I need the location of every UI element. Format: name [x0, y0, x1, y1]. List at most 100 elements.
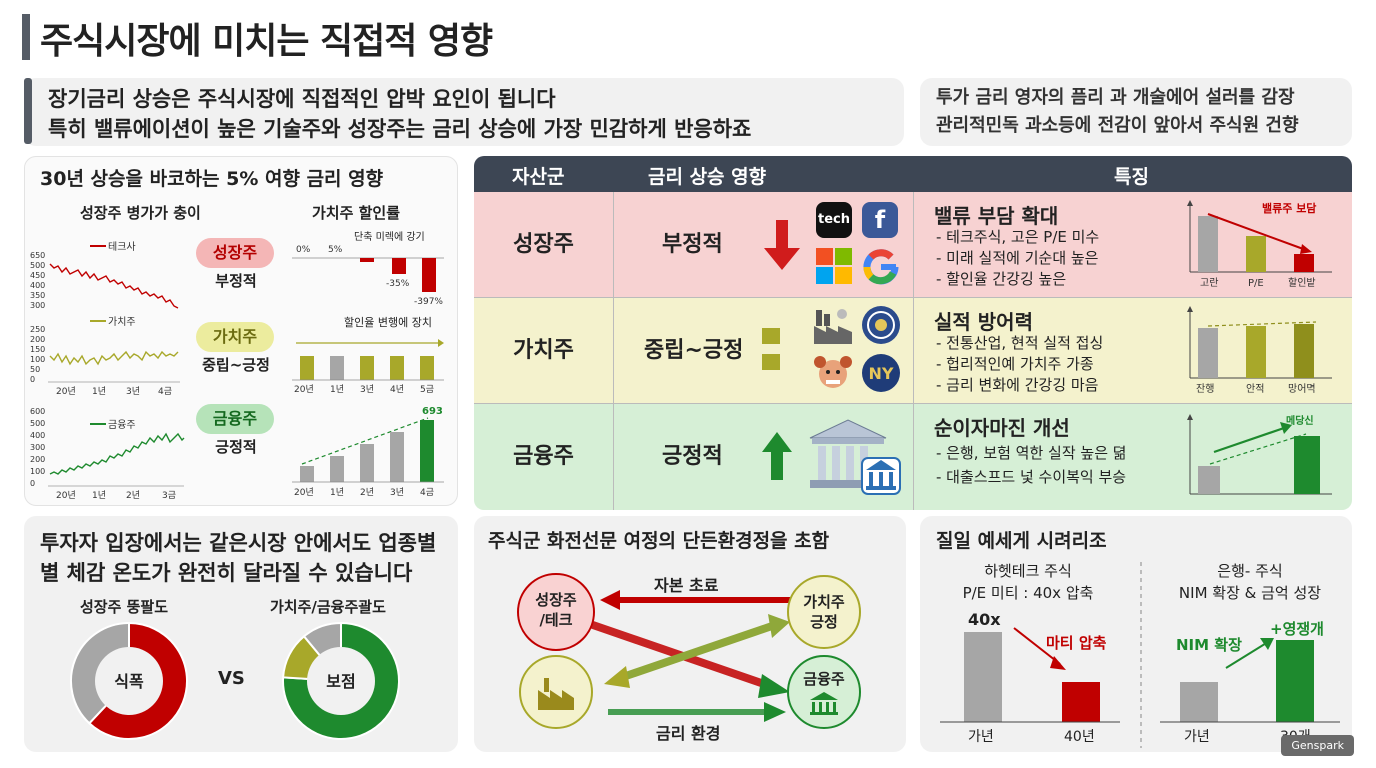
- row-growth-asset: 성장주: [474, 192, 614, 298]
- factory-node-icon: [538, 678, 574, 710]
- node-growth: [517, 573, 595, 651]
- table-row-growth: 성장주 부정적 tech f 밸류 부담 확대 - 테크주식, 고은 P/E 미…: [474, 192, 1352, 298]
- arrow-cross-up: [618, 622, 774, 682]
- node-value-line-2: 긍정: [810, 613, 838, 631]
- table-header-effect: 금리 상승 영향: [648, 166, 767, 188]
- mini-trend-growth: [1207, 213, 1307, 251]
- bar3-trend: [301, 417, 429, 465]
- tick-fin-100: 100: [30, 467, 45, 476]
- fin-legend: 금융주: [108, 419, 136, 431]
- row-value-feat-title: 실적 방어력: [934, 310, 1033, 334]
- bank-building-icon: [809, 419, 901, 495]
- bar1-label-0: -35%: [386, 279, 410, 289]
- growth-mini-chart: 밸류주 보담 고란 P/E 할인밭: [1187, 200, 1332, 289]
- table-row-fin: 금융주 긍정적 순이자마진 개선 - 은행, 보험 역한 실작 높은 뎖 - 대…: [474, 404, 1352, 510]
- bottom-left-line-2: 별 체감 온도가 완전히 달라질 수 있습니다: [40, 561, 413, 585]
- bottom-arrow-label: 금리 환경: [656, 724, 721, 743]
- tick-growth-400: 400: [30, 281, 45, 290]
- value-line-chart: 가치주 250 200 150 100 50 0 20년 1년 3년 4금: [30, 316, 180, 397]
- vs-label: VS: [218, 668, 245, 689]
- case-right-chart: [1160, 638, 1340, 723]
- x1-tick-0: 20년: [56, 386, 76, 397]
- value-mini-x-2: 망어멱: [1288, 383, 1316, 395]
- node-value-label: 가치주 긍정: [794, 592, 854, 632]
- row-growth-feature: 밸류 부담 확대 - 테크주식, 고은 P/E 미수 - 미래 실적에 기순대 …: [914, 192, 1352, 298]
- arrow-up-icon: [762, 432, 792, 480]
- node-value: [787, 575, 861, 649]
- row-fin-bullet-1: - 은행, 보험 역한 실작 높은 뎖: [936, 444, 1127, 462]
- bar3-0: [300, 466, 314, 482]
- tick-growth-500: 500: [30, 261, 45, 270]
- growth-series: [49, 263, 179, 309]
- case-right-note-1: NIM 확장: [1176, 636, 1242, 654]
- tick-growth-300: 300: [30, 301, 45, 310]
- rotation-diagram: [517, 573, 861, 729]
- row-fin-feat-title: 순이자마진 개선: [934, 416, 1070, 440]
- x2-tick-2: 2년: [126, 490, 140, 501]
- value-mini-x-1: 안적: [1246, 383, 1264, 395]
- value-series: [49, 350, 179, 366]
- tick-value-200: 200: [30, 335, 45, 344]
- mini-bar-charts: 단축 미렉에 강기 0% 5% -35% -397% 할인율 변행에 장치 20…: [292, 231, 444, 498]
- node-fin-label: 금융주: [803, 670, 845, 688]
- row-fin-effect: 긍정적: [662, 444, 723, 469]
- arrow-down-icon: [764, 220, 800, 270]
- fin-mini-chart: 메당신: [1187, 414, 1332, 495]
- row-value-bullet-2: - 헙리적인예 가치주 가종: [936, 355, 1094, 373]
- tick-growth-650: 650: [30, 251, 45, 260]
- x2-tick-0: 20년: [56, 490, 76, 501]
- table-header-feature: 특징: [1114, 166, 1149, 188]
- tick-value-0: 0: [30, 375, 35, 384]
- tick-growth-350: 350: [30, 291, 45, 300]
- bar1-note: 단축 미렉에 강기: [354, 231, 425, 243]
- row-growth-bullet-2: - 미래 실적에 기순대 높은: [936, 249, 1099, 267]
- bar2-4: [420, 356, 434, 380]
- x2-tick-3: 3금: [162, 490, 176, 501]
- row-growth-effect: 부정적: [662, 232, 723, 257]
- donut1: [70, 621, 188, 740]
- bottom-right-title: 질일 예세게 시려리조: [936, 530, 1107, 552]
- tick-fin-200: 200: [30, 455, 45, 464]
- value-mini-chart: 잔행 안적 망어멱: [1187, 306, 1332, 395]
- side-note-line-1: 투가 금리 영자의 픔리 과 개술에어 설러를 감장: [936, 87, 1295, 108]
- intro-card: [24, 78, 904, 146]
- growth-line-chart: 650 500 450 400 350 300 테크사: [30, 241, 179, 310]
- badge-logo-icon: NY: [862, 354, 900, 392]
- bar2-3: [390, 356, 404, 380]
- case-left-bar-1: [1062, 682, 1100, 722]
- table-header-asset: 자산군: [512, 166, 565, 188]
- case-left-bar-0: [964, 632, 1002, 722]
- bar3-2: [360, 444, 374, 482]
- row-value-bullet-1: - 전통산업, 현적 실적 접싱: [936, 334, 1104, 352]
- value-col-title: 가치주 할인률: [312, 204, 401, 222]
- node-growth-label: 성장주 /테크: [526, 590, 586, 630]
- case-left-chart: [940, 627, 1120, 723]
- bar3-label: 693: [422, 406, 443, 417]
- tick-fin-400: 400: [30, 431, 45, 440]
- row-growth-feat-title: 밸류 부담 확대: [934, 204, 1059, 228]
- tick-growth-450: 450: [30, 271, 45, 280]
- pill-value: 가치주: [196, 322, 274, 352]
- facebook-logo-icon: f: [862, 202, 898, 238]
- bar1-axis-1: 5%: [328, 245, 343, 255]
- case-right-line-2: NIM 확장 & 금억 성장: [1178, 584, 1322, 602]
- pill-growth-label: 부정적: [215, 272, 257, 290]
- node-growth-line-1: 성장주: [535, 591, 577, 609]
- intro-accent-bar: [24, 78, 32, 144]
- case-right-line-1: 은행- 주식: [1217, 562, 1283, 580]
- value-bar-chart: 할인율 변행에 장치 20년 1년 3년 4년 5금: [292, 316, 444, 395]
- table-row-value: 가치주 중립~긍정 NY 실적: [474, 298, 1352, 404]
- side-note-line-2: 관리적민독 과소등에 전감이 앞아서 주식원 건향: [936, 115, 1299, 136]
- bar2-x-3: 4년: [390, 384, 404, 395]
- tick-value-250: 250: [30, 325, 45, 334]
- row-growth-bullet-1: - 테크주식, 고은 P/E 미수: [936, 228, 1100, 246]
- intro-line-2: 특히 밸류에이션이 높은 기술주와 성장주는 금리 상승에 가장 민감하게 반응…: [48, 117, 752, 141]
- left-panel-title: 30년 상승을 바코하는 5% 여향 금리 영향: [40, 168, 384, 190]
- tick-fin-0: 0: [30, 479, 35, 488]
- bar2-x-4: 5금: [420, 384, 434, 395]
- growth-mini-x-1: P/E: [1248, 278, 1264, 289]
- intro-line-1: 장기금리 상승은 주식시장에 직접적인 압박 요인이 됩니다: [48, 87, 556, 111]
- case-right-title: 은행- 주식 NIM 확장 & 금억 성장: [1160, 560, 1340, 604]
- bar2-trend-head: [438, 339, 444, 347]
- pill-fin-label: 긍정적: [215, 438, 257, 456]
